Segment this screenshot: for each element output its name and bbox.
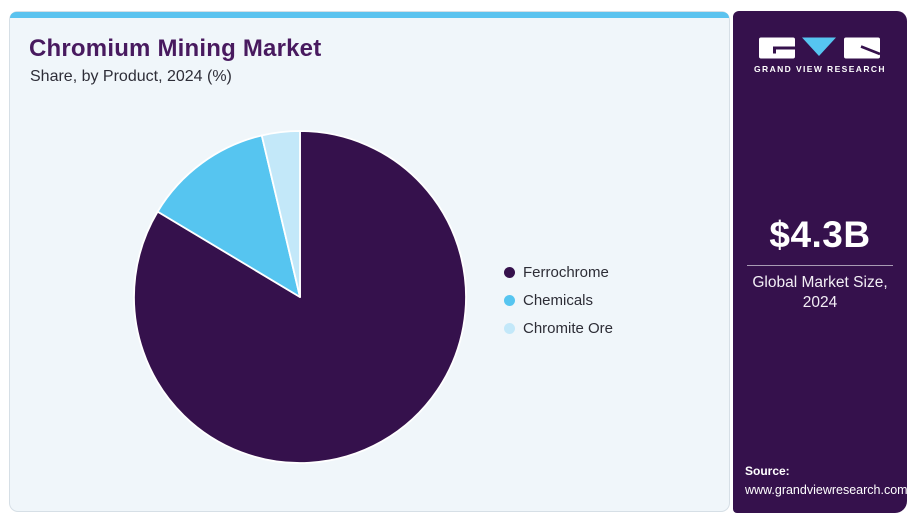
card-top-accent-bar xyxy=(10,12,729,18)
market-size-callout: $4.3B Global Market Size, 2024 xyxy=(733,214,907,314)
source-block: Source: www.grandviewresearch.com xyxy=(745,464,908,499)
grand-view-research-logo: GRAND VIEW RESEARCH xyxy=(733,37,907,74)
legend-item-chemicals: Chemicals xyxy=(504,291,613,310)
legend-item-ferrochrome: Ferrochrome xyxy=(504,263,613,282)
legend-dot-chemicals-icon xyxy=(504,295,515,306)
pie-slice-chromite-ore xyxy=(260,130,301,298)
page-title: Chromium Mining Market xyxy=(29,35,322,62)
legend-dot-chromite-ore-icon xyxy=(504,323,515,334)
legend-dot-ferrochrome-icon xyxy=(504,267,515,278)
pie-chart xyxy=(132,129,468,465)
market-size-value: $4.3B xyxy=(769,214,871,255)
pie-chart-svg xyxy=(133,130,467,464)
logo-wordmark: GRAND VIEW RESEARCH xyxy=(754,64,886,74)
legend-label: Ferrochrome xyxy=(523,264,609,281)
legend-label: Chemicals xyxy=(523,292,594,309)
legend-item-chromite-ore: Chromite Ore xyxy=(504,319,613,338)
gvr-logo-icon xyxy=(759,37,881,59)
brand-sidebar: GRAND VIEW RESEARCH $4.3B Global Market … xyxy=(733,11,908,513)
chart-legend: Ferrochrome Chemicals Chromite Ore xyxy=(504,263,613,338)
market-size-label-line2: 2024 xyxy=(802,294,838,312)
divider xyxy=(747,265,893,266)
chart-card: Chromium Mining Market Share, by Product… xyxy=(9,11,730,512)
page-subtitle: Share, by Product, 2024 (%) xyxy=(30,68,232,85)
legend-label: Chromite Ore xyxy=(523,320,614,337)
source-label: Source: xyxy=(745,464,790,478)
source-url-link[interactable]: www.grandviewresearch.com xyxy=(745,483,908,497)
market-size-label-line1: Global Market Size, xyxy=(752,274,888,291)
pie-slice-chemicals xyxy=(156,134,301,298)
